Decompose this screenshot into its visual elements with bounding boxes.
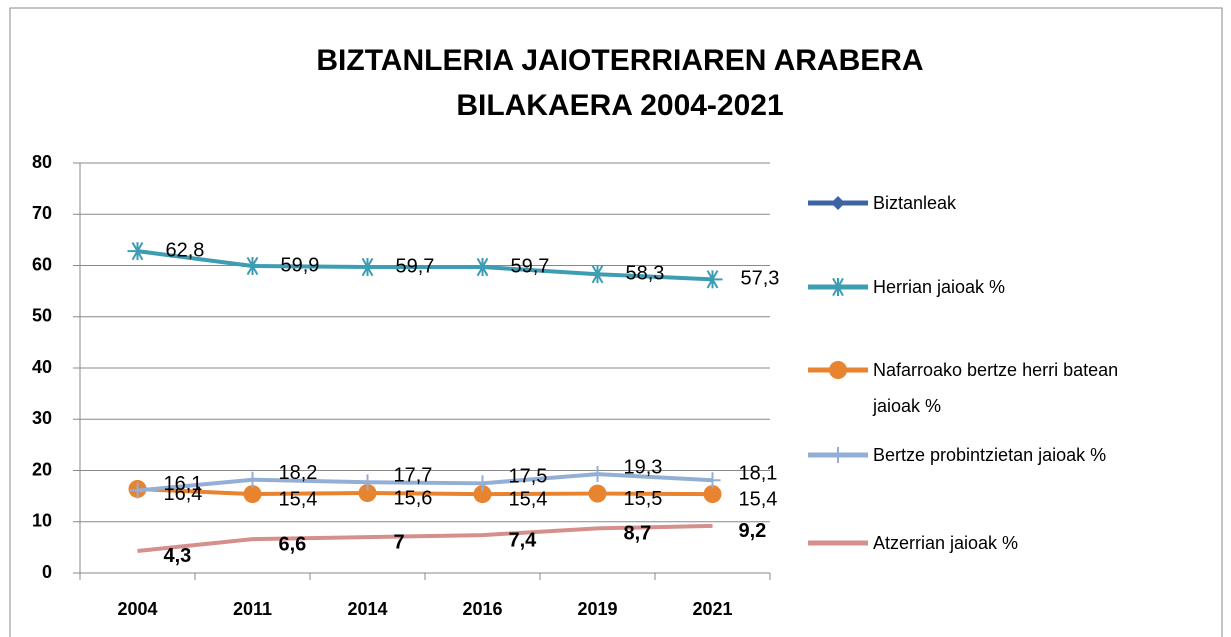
marker: [831, 196, 845, 210]
marker: [242, 256, 263, 276]
marker: [358, 484, 377, 503]
data-label: 7,4: [509, 529, 538, 551]
chart-frame: [9, 7, 1223, 637]
data-label: 19,3: [624, 456, 663, 478]
x-tick-label: 2016: [462, 599, 502, 619]
data-label: 8,7: [624, 523, 652, 545]
data-label: 15,6: [394, 487, 433, 509]
marker: [589, 466, 606, 483]
data-label: 58,3: [626, 262, 665, 284]
data-label: 7: [394, 531, 405, 553]
legend-label: Herrian jaioak %: [873, 277, 1006, 297]
y-tick-label: 80: [32, 152, 52, 172]
marker: [703, 485, 722, 504]
y-tick-label: 20: [32, 459, 52, 479]
marker: [587, 265, 608, 284]
x-tick-label: 2021: [692, 599, 732, 619]
y-tick-label: 50: [32, 306, 52, 326]
y-tick-label: 0: [42, 562, 52, 582]
series-line: [137, 249, 713, 282]
marker: [704, 472, 721, 489]
y-tick-label: 60: [32, 254, 52, 274]
marker-part: [829, 361, 847, 379]
data-label: 15,4: [279, 488, 318, 510]
marker: [588, 484, 607, 503]
data-label: 9,2: [739, 520, 767, 542]
data-label: 15,4: [739, 488, 778, 510]
x-tick-label: 2004: [117, 599, 157, 619]
data-label: 59,7: [511, 255, 550, 277]
marker-part: [831, 196, 845, 210]
data-label: 59,9: [281, 254, 320, 276]
data-label: 16,1: [164, 473, 203, 495]
series-line: [137, 472, 713, 493]
marker: [830, 447, 846, 463]
marker: [829, 361, 847, 379]
marker: [828, 277, 848, 297]
marker: [243, 485, 262, 504]
data-label: 6,6: [279, 533, 307, 555]
legend-label: Biztanleak: [873, 193, 957, 213]
chart-title: BIZTANLERIA JAIOTERRIAREN ARABERA: [316, 44, 923, 77]
data-label: 18,1: [739, 463, 778, 485]
marker-part: [473, 485, 492, 504]
marker: [357, 257, 378, 277]
data-label: 15,4: [509, 488, 548, 510]
data-label: 57,3: [741, 268, 780, 290]
chart-title: BILAKAERA 2004-2021: [456, 89, 783, 122]
data-label: 62,8: [166, 239, 205, 261]
marker-part: [703, 485, 722, 504]
data-label: 59,7: [396, 255, 435, 277]
marker: [702, 270, 723, 289]
x-tick-label: 2014: [347, 599, 387, 619]
data-label: 18,2: [279, 462, 318, 484]
y-tick-label: 40: [32, 357, 52, 377]
marker: [127, 241, 148, 261]
marker-part: [588, 484, 607, 503]
marker: [129, 482, 146, 499]
data-label: 17,7: [394, 465, 433, 487]
marker: [472, 257, 493, 277]
y-tick-label: 10: [32, 511, 52, 531]
data-label: 4,3: [164, 545, 192, 567]
marker: [474, 475, 491, 492]
y-tick-label: 70: [32, 203, 52, 223]
marker: [359, 474, 376, 491]
legend-label: Nafarroako bertze herri batean jaioak %: [873, 360, 1119, 416]
x-tick-label: 2011: [233, 599, 272, 619]
x-tick-label: 2019: [577, 599, 617, 619]
legend-label: Atzerrian jaioak %: [873, 533, 1019, 553]
series-line: [137, 523, 713, 553]
series-line: [137, 486, 713, 497]
data-label: 15,5: [624, 488, 663, 510]
marker: [244, 471, 261, 488]
marker-part: [358, 484, 377, 503]
marker-part: [243, 485, 262, 504]
marker: [473, 485, 492, 504]
legend-label: Bertze probintzietan jaioak %: [873, 445, 1107, 465]
data-label: 17,5: [509, 466, 548, 488]
y-tick-label: 30: [32, 408, 52, 428]
